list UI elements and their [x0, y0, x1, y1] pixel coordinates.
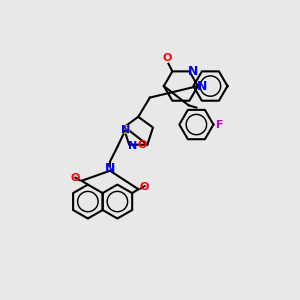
Text: N: N — [105, 162, 115, 175]
Text: O: O — [137, 140, 147, 150]
Text: O: O — [71, 173, 80, 184]
Text: F: F — [216, 119, 224, 130]
Text: O: O — [162, 52, 172, 62]
Text: N: N — [188, 65, 199, 78]
Text: N: N — [196, 80, 207, 92]
Text: N: N — [128, 141, 138, 151]
Text: S: S — [121, 124, 130, 137]
Text: N: N — [121, 125, 130, 135]
Text: O: O — [140, 182, 149, 192]
